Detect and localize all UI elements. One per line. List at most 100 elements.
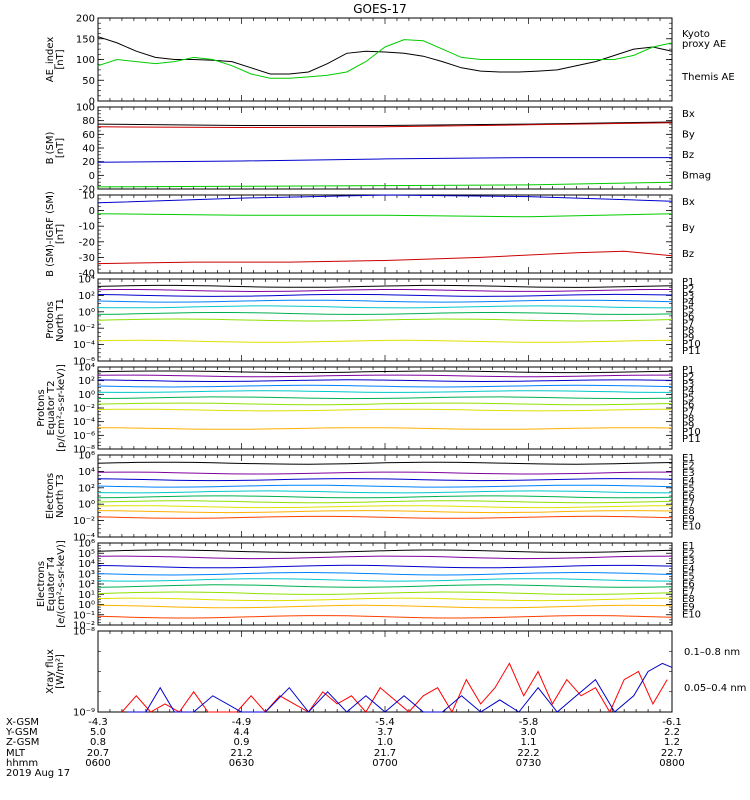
row-value: 0.8 [90, 737, 106, 748]
panel-protons_t1: 10⁻⁶ 10⁻⁴ 10⁻² 10⁰ 10² 10⁴ Protons North T1 P1P2… [45, 275, 701, 368]
y-tick-label: 0 [89, 171, 95, 182]
y-tick-label: 10⁻² [73, 621, 95, 632]
legend-entry: E6 [682, 491, 695, 502]
y-tick-label: 10² [78, 291, 95, 302]
y-tick-label: 40 [82, 144, 95, 155]
legend-entry: P4 [682, 298, 694, 309]
legend-entry: P10 [682, 427, 701, 438]
legend-entry: E3 [682, 468, 695, 479]
y-tick-label: 10⁰ [78, 500, 95, 511]
channel-line [97, 339, 673, 343]
channel-line [97, 490, 673, 494]
y-tick-label: 10⁻² [73, 404, 95, 415]
row-value: -5.4 [375, 717, 395, 728]
legend-entry: E1 [682, 541, 695, 552]
legend-entry: P8 [682, 325, 694, 336]
time-axis-table: X-GSM -4.3 -4.9 -5.4 -5.8 -6.1 Y-GSM 5.0 4.4 3.7 3… [5, 717, 685, 779]
y-axis-label: Equator T4 [46, 557, 57, 612]
legend-entry: P7 [682, 318, 694, 329]
legend-entry: P2 [682, 284, 694, 295]
channel-line [97, 564, 673, 569]
channel-line [97, 379, 673, 383]
panel-xray: 10⁻⁹ 10⁻⁸ Xray flux [W/m²] 0.1–0.8 nm 0.05–0.… [45, 627, 746, 719]
legend-entry: E4 [682, 476, 695, 487]
y-tick-label: 10² [78, 483, 95, 494]
date-label: 2019 Aug 17 [6, 768, 70, 779]
channel-line [97, 318, 673, 322]
y-tick-label: -30 [79, 253, 95, 264]
row-value: 4.4 [234, 727, 250, 738]
channel-line [97, 500, 673, 504]
channel-line [97, 390, 672, 393]
legend-entry: Kyoto [682, 29, 710, 40]
legend-entry: E10 [682, 609, 701, 620]
legend-entry: P6 [682, 312, 694, 323]
legend-entry: E9 [682, 514, 695, 525]
series-line [97, 122, 673, 129]
channel-line [97, 578, 673, 582]
y-tick-label: 0 [89, 97, 95, 108]
y-tick-label: 10⁶ [78, 451, 95, 462]
y-axis-label: AE_index [45, 37, 56, 83]
legend-entry: By [682, 130, 695, 141]
legend-entry: E4 [682, 564, 695, 575]
legend-entry: 0.1–0.8 nm [684, 647, 740, 658]
y-tick-label: 10⁴ [78, 363, 95, 374]
y-axis-label: [nT] [55, 49, 66, 69]
legend-entry: P4 [682, 386, 694, 397]
y-tick-label: 0 [89, 206, 95, 217]
y-tick-label: 10⁻⁴ [73, 340, 95, 351]
y-tick-label: 10⁻¹ [73, 610, 95, 621]
channel-line [97, 591, 673, 595]
y-tick-label: -20 [79, 237, 95, 248]
y-axis-label: [p/(cm²-s-sr-keV)] [56, 364, 67, 452]
y-tick-label: 50 [82, 76, 95, 87]
row-value: 1.2 [664, 737, 680, 748]
y-tick-label: 10⁰ [78, 307, 95, 318]
row-value: 2.2 [664, 727, 680, 738]
y-axis-label: [W/m²] [55, 654, 66, 689]
channel-line [97, 555, 673, 560]
legend-entry: P1 [682, 365, 694, 376]
channel-line [97, 427, 673, 430]
row-value: 21.7 [374, 748, 396, 759]
legend-entry: P9 [682, 420, 694, 431]
row-value: 21.2 [230, 748, 252, 759]
legend-entry: E7 [682, 499, 695, 510]
legend-entry: P3 [682, 291, 694, 302]
row-name: X-GSM [6, 717, 39, 728]
legend-entry: E5 [682, 571, 695, 582]
y-axis-label: [nT] [55, 138, 66, 158]
legend-entry: E2 [682, 549, 695, 560]
legend-entry: E8 [682, 506, 695, 517]
y-tick-label: 20 [82, 157, 95, 168]
y-tick-label: 10⁵ [78, 549, 95, 560]
legend-entry: E3 [682, 556, 695, 567]
channel-line [97, 471, 672, 475]
row-value: 0.9 [234, 737, 250, 748]
channel-line [97, 584, 673, 588]
y-tick-label: 10⁻⁶ [73, 431, 95, 442]
y-tick-label: 10¹ [78, 590, 95, 601]
legend-entry: E2 [682, 461, 695, 472]
row-value: 22.7 [661, 748, 683, 759]
channel-line [97, 408, 673, 412]
channel-line [97, 289, 672, 293]
channel-line [97, 484, 673, 488]
legend-entry: Bz [682, 249, 694, 260]
row-name: Y-GSM [5, 727, 38, 738]
legend-entry: P6 [682, 400, 694, 411]
legend-entry: Themis AE [681, 72, 735, 83]
legend-entry: By [682, 223, 695, 234]
y-tick-label: 150 [76, 34, 95, 45]
y-tick-label: 10⁴ [78, 467, 95, 478]
y-tick-label: 100 [76, 103, 95, 114]
legend-entry: P10 [682, 339, 701, 350]
panel-frame [97, 630, 673, 713]
legend-entry: P7 [682, 406, 694, 417]
channel-line [97, 495, 673, 499]
